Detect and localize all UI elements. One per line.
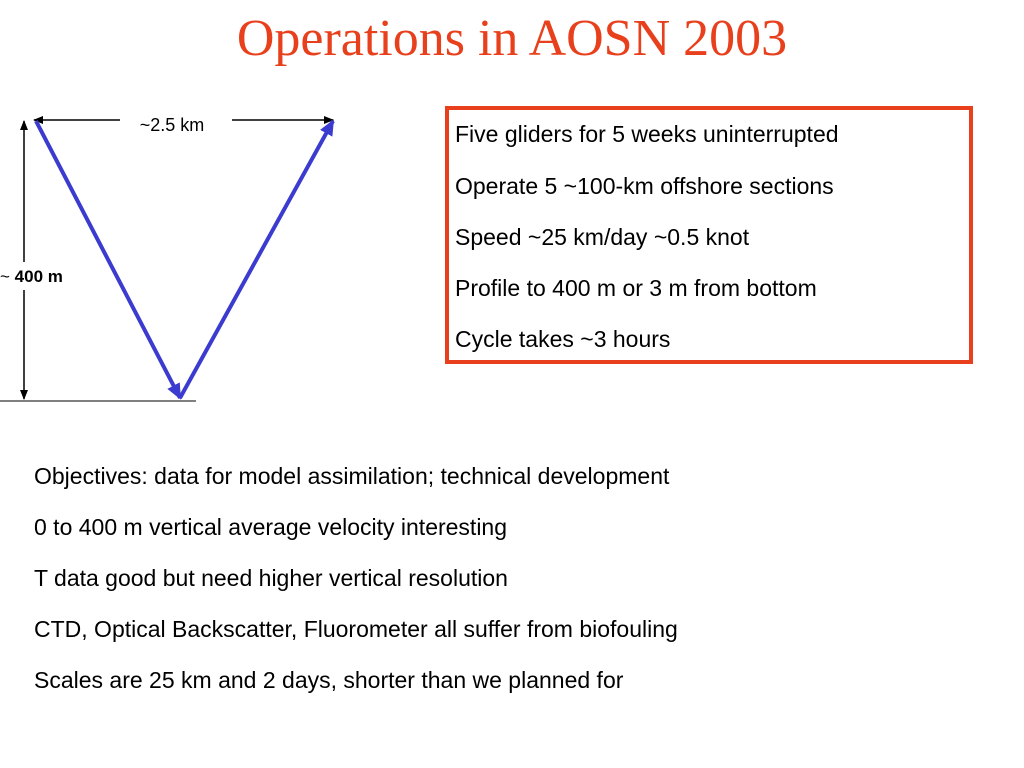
info-line: Cycle takes ~3 hours [455,326,671,352]
note-line: CTD, Optical Backscatter, Fluorometer al… [34,616,678,642]
depth-label: ~ 400 m [0,267,63,286]
info-line: Profile to 400 m or 3 m from bottom [455,275,817,301]
glider-climb-track [178,119,335,399]
note-line: Scales are 25 km and 2 days, shorter tha… [34,667,624,693]
info-line: Speed ~25 km/day ~0.5 knot [455,224,750,250]
glider-operations-box [445,106,973,364]
note-line: 0 to 400 m vertical average velocity int… [34,514,508,540]
glider-dive-track [34,120,182,400]
note-line: T data good but need higher vertical res… [34,565,508,591]
info-line: Five gliders for 5 weeks uninterrupted [455,121,839,147]
width-label: ~2.5 km [140,115,205,135]
info-line: Operate 5 ~100-km offshore sections [455,173,834,199]
note-line: Objectives: data for model assimilation;… [34,463,670,489]
slide-title: Operations in AOSN 2003 [236,10,788,67]
